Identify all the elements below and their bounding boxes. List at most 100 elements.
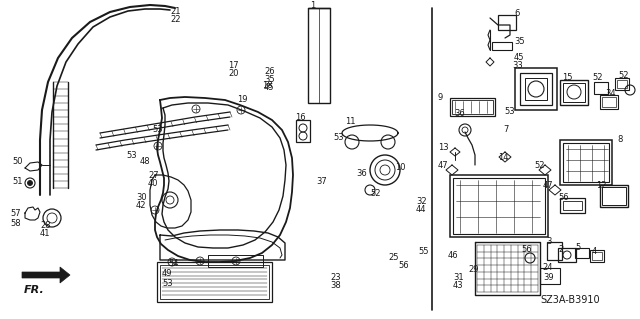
Text: FR.: FR.: [24, 285, 45, 295]
Text: 34: 34: [605, 88, 616, 98]
Text: 37: 37: [316, 177, 327, 187]
Bar: [600, 185, 628, 207]
Text: 58: 58: [10, 219, 20, 227]
Text: 4: 4: [592, 248, 597, 256]
Text: 31: 31: [453, 272, 463, 281]
Text: 56: 56: [558, 194, 568, 203]
Bar: [592, 252, 602, 260]
Text: 41: 41: [40, 229, 51, 239]
Bar: [296, 120, 310, 142]
Bar: [617, 80, 627, 88]
Text: 50: 50: [12, 158, 22, 167]
Text: 39: 39: [543, 272, 554, 281]
Text: 1: 1: [310, 1, 316, 10]
Text: 36: 36: [454, 109, 465, 118]
Bar: [160, 265, 269, 299]
Bar: [560, 80, 588, 105]
Text: 52: 52: [370, 189, 381, 197]
Text: 44: 44: [416, 205, 426, 214]
Bar: [594, 82, 608, 94]
Polygon shape: [22, 267, 70, 283]
Text: 18: 18: [262, 80, 273, 90]
Text: 36: 36: [356, 169, 367, 179]
Text: 12: 12: [596, 181, 607, 189]
Bar: [558, 248, 576, 262]
Text: 30: 30: [136, 194, 147, 203]
Text: 48: 48: [140, 158, 150, 167]
Bar: [615, 78, 629, 90]
Text: 52: 52: [618, 71, 628, 80]
Text: 53: 53: [162, 278, 173, 287]
Bar: [560, 198, 585, 213]
Text: 28: 28: [40, 221, 51, 231]
Text: 2: 2: [558, 244, 563, 254]
Text: 23: 23: [330, 272, 340, 281]
Text: 20: 20: [228, 69, 239, 78]
Text: 52: 52: [592, 73, 602, 83]
Text: 56: 56: [398, 262, 408, 271]
Bar: [602, 97, 616, 107]
Text: 11: 11: [345, 117, 355, 127]
Text: 32: 32: [416, 197, 427, 206]
Bar: [450, 175, 548, 237]
Text: 35: 35: [264, 76, 275, 85]
Bar: [492, 42, 512, 50]
Text: 43: 43: [453, 280, 463, 290]
Text: SZ3A-B3910: SZ3A-B3910: [540, 295, 600, 305]
Text: 14: 14: [498, 153, 509, 162]
Text: 21: 21: [170, 8, 180, 17]
Bar: [498, 15, 516, 30]
Text: 7: 7: [503, 125, 508, 135]
Text: 53: 53: [152, 125, 163, 135]
Text: 51: 51: [12, 177, 22, 187]
Text: 57: 57: [10, 209, 20, 218]
Bar: [540, 268, 560, 284]
Bar: [453, 178, 545, 234]
Bar: [157, 262, 272, 302]
Bar: [575, 248, 589, 258]
Text: 49: 49: [162, 269, 173, 278]
Text: 5: 5: [575, 243, 580, 253]
Text: 19: 19: [237, 95, 248, 105]
Text: 56: 56: [521, 244, 532, 254]
Bar: [308, 8, 330, 103]
Text: 47: 47: [543, 181, 554, 189]
Circle shape: [28, 181, 33, 186]
Text: 24: 24: [542, 263, 552, 272]
Text: 53: 53: [126, 151, 136, 160]
Bar: [547, 242, 562, 260]
Bar: [525, 78, 547, 100]
Bar: [600, 95, 618, 109]
Text: 53: 53: [333, 133, 344, 143]
Text: 25: 25: [388, 254, 399, 263]
Text: 35: 35: [514, 38, 525, 47]
Text: 54: 54: [168, 259, 179, 269]
Text: 55: 55: [418, 248, 429, 256]
Text: 40: 40: [148, 179, 159, 188]
Text: 22: 22: [170, 16, 180, 25]
Bar: [452, 100, 493, 114]
Text: 6: 6: [514, 10, 520, 19]
Text: 53: 53: [504, 108, 515, 116]
Text: 16: 16: [295, 114, 306, 122]
Text: 52: 52: [534, 160, 545, 169]
Text: 10: 10: [395, 164, 406, 173]
Bar: [450, 98, 495, 116]
Text: 47: 47: [438, 160, 449, 169]
Text: 8: 8: [617, 136, 622, 145]
Text: 46: 46: [448, 251, 459, 261]
Bar: [563, 201, 582, 210]
Text: 27: 27: [148, 170, 159, 180]
Bar: [563, 83, 585, 102]
Text: 29: 29: [468, 265, 479, 275]
Text: 3: 3: [546, 238, 552, 247]
Text: 45: 45: [264, 84, 275, 93]
Text: 26: 26: [264, 68, 275, 77]
Text: 13: 13: [438, 144, 449, 152]
Bar: [520, 73, 552, 105]
Text: 42: 42: [136, 202, 147, 211]
Text: 17: 17: [228, 61, 239, 70]
Text: 45: 45: [514, 54, 525, 63]
Bar: [208, 255, 263, 267]
Text: 33: 33: [512, 61, 523, 70]
